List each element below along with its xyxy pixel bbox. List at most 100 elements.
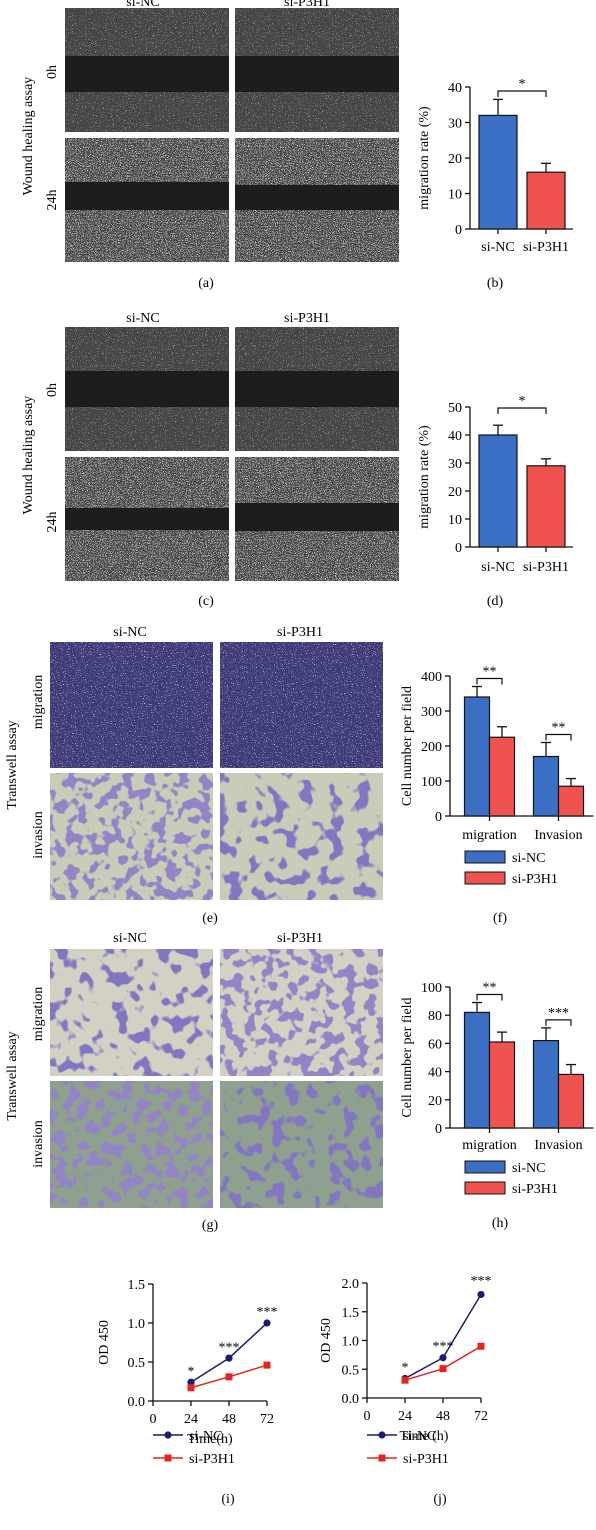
micrograph-image bbox=[50, 949, 213, 1076]
x-tick-label: 24 bbox=[398, 1409, 412, 1424]
panel-label-f: (f) bbox=[493, 911, 507, 926]
significance-label: ** bbox=[483, 665, 497, 680]
bar-chart-f: 0 100 200 300 400 Cell number per field migrat… bbox=[400, 665, 594, 887]
bar bbox=[532, 755, 560, 817]
data-point bbox=[439, 1365, 447, 1373]
panel-label-g: (g) bbox=[202, 1218, 219, 1233]
col-header-si-nc: si-NC bbox=[126, 311, 159, 326]
y-tick-label: 200 bbox=[421, 740, 442, 755]
data-point bbox=[263, 1319, 271, 1327]
legend-label: si-NC bbox=[403, 1429, 436, 1444]
significance-label: *** bbox=[257, 1305, 278, 1320]
bar bbox=[478, 434, 518, 548]
x-axis-label: Time (h) bbox=[400, 1429, 449, 1444]
row-label-invasion: invasion bbox=[31, 811, 46, 858]
y-tick-label: 100 bbox=[421, 981, 442, 996]
x-tick-label: Invasion bbox=[534, 828, 582, 843]
legend-label: si-P3H1 bbox=[512, 1182, 558, 1197]
y-tick-label: 80 bbox=[428, 1009, 442, 1024]
bar bbox=[488, 1041, 516, 1129]
row-label-migration: migration bbox=[31, 987, 46, 1041]
significance-bracket bbox=[497, 407, 547, 414]
panel-label-c: (c) bbox=[198, 594, 214, 609]
y-tick-label: 0 bbox=[455, 223, 462, 238]
y-tick-label: 2.0 bbox=[342, 1277, 360, 1292]
significance-label: *** bbox=[219, 1340, 240, 1355]
y-tick-label: 40 bbox=[448, 81, 462, 96]
data-point bbox=[225, 1373, 233, 1381]
data-point bbox=[477, 1290, 485, 1299]
panel-label-a: (a) bbox=[198, 276, 214, 291]
micrograph-image bbox=[220, 1081, 383, 1208]
legend-label: si-P3H1 bbox=[403, 1452, 449, 1467]
micrograph-image bbox=[235, 8, 399, 132]
y-axis-label: OD 450 bbox=[319, 1318, 334, 1363]
bar-chart-h: 0 20 40 60 80 100 Cell number per field migrati… bbox=[400, 981, 594, 1197]
col-header-si-p3h1: si-P3H1 bbox=[277, 931, 323, 946]
significance-label: * bbox=[519, 394, 526, 409]
bar bbox=[557, 785, 585, 817]
y-tick-label: 30 bbox=[448, 117, 462, 132]
significance-label: ** bbox=[552, 721, 566, 736]
x-tick-label: migration bbox=[462, 1138, 516, 1153]
micrograph-panel-e: si-NC si-P3H1 Transwell assay migration … bbox=[5, 625, 383, 900]
row-label-0h: 0h bbox=[45, 65, 60, 79]
y-axis-label: Cell number per field bbox=[400, 997, 415, 1117]
x-tick-label: 48 bbox=[436, 1409, 450, 1424]
micrograph-image bbox=[65, 8, 229, 132]
legend-marker bbox=[164, 1431, 172, 1439]
legend-swatch bbox=[464, 850, 506, 864]
panel-label-e: (e) bbox=[202, 911, 218, 926]
y-tick-label: 400 bbox=[421, 670, 442, 685]
micrograph-image bbox=[50, 642, 213, 768]
significance-label: * bbox=[188, 1365, 195, 1380]
y-tick-label: 0 bbox=[435, 1122, 442, 1137]
col-header-si-nc: si-NC bbox=[113, 625, 146, 640]
data-point bbox=[477, 1342, 485, 1350]
significance-label: * bbox=[402, 1360, 409, 1375]
micrograph-image bbox=[220, 642, 383, 768]
legend-label: si-NC bbox=[512, 1161, 545, 1176]
x-tick-label: 0 bbox=[364, 1409, 371, 1424]
col-header-si-nc: si-NC bbox=[126, 0, 159, 10]
significance-label: ** bbox=[483, 981, 497, 996]
legend-label: si-P3H1 bbox=[189, 1452, 235, 1467]
y-tick-label: 10 bbox=[448, 513, 462, 528]
x-tick-label: 48 bbox=[222, 1412, 236, 1427]
row-label-24h: 24h bbox=[45, 190, 60, 211]
side-label-transwell: Transwell assay bbox=[5, 720, 20, 809]
x-tick-label: si-NC bbox=[481, 560, 514, 575]
legend-marker bbox=[378, 1454, 386, 1462]
col-header-si-p3h1: si-P3H1 bbox=[277, 625, 323, 640]
y-tick-label: 0 bbox=[435, 810, 442, 825]
y-tick-label: 40 bbox=[448, 429, 462, 444]
significance-label: *** bbox=[548, 1006, 569, 1021]
micrograph-image bbox=[235, 457, 399, 581]
legend-label: si-NC bbox=[512, 851, 545, 866]
legend-swatch bbox=[464, 1181, 506, 1195]
x-tick-label: si-P3H1 bbox=[523, 240, 569, 255]
bar-chart-b: 0 10 20 30 40 migration rate (%) si-NC si-P3H1 * bbox=[417, 77, 573, 255]
x-axis-label: Time(h) bbox=[187, 1432, 233, 1447]
micrograph-image bbox=[235, 138, 399, 262]
y-tick-label: 60 bbox=[428, 1037, 442, 1052]
bar bbox=[478, 114, 518, 230]
y-tick-label: 0.0 bbox=[128, 1395, 146, 1410]
micrograph-panel-a: si-NC si-P3H1 Wound healing assay 0h 24h bbox=[21, 0, 399, 262]
micrograph-image bbox=[50, 1081, 213, 1208]
data-point bbox=[263, 1361, 271, 1369]
significance-bracket bbox=[545, 1019, 572, 1026]
bar bbox=[526, 465, 566, 548]
micrograph-image bbox=[220, 773, 383, 900]
y-tick-label: 0.5 bbox=[342, 1363, 360, 1378]
data-point bbox=[187, 1378, 195, 1386]
micrograph-image bbox=[50, 773, 213, 900]
panel-label-h: (h) bbox=[492, 1216, 509, 1231]
y-tick-label: 1.0 bbox=[128, 1317, 146, 1332]
legend-swatch bbox=[464, 871, 506, 885]
col-header-si-nc: si-NC bbox=[113, 931, 146, 946]
y-tick-label: 50 bbox=[448, 401, 462, 416]
row-label-migration: migration bbox=[31, 675, 46, 729]
